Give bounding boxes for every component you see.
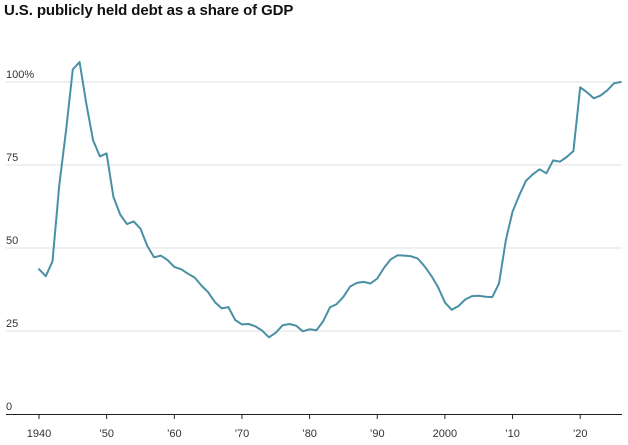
series-line-0: [38, 61, 622, 339]
x-tick-label-1980: ’80: [302, 428, 317, 440]
x-axis-labels: 1940 ’50 ’60 ’70 ’80 ’90 2000 ’10 ’20: [27, 428, 588, 440]
series-layer: [38, 61, 622, 339]
x-tick-label-1940: 1940: [27, 428, 51, 440]
x-tick-label-2020: ’20: [573, 428, 588, 440]
y-axis-labels: 0 25 50 75 100%: [6, 69, 34, 413]
x-tick-label-1990: ’90: [370, 428, 385, 440]
y-tick-label-75: 75: [6, 152, 18, 164]
x-tick-label-2000: 2000: [433, 428, 457, 440]
x-tick-label-1970: ’70: [235, 428, 250, 440]
grid-lines: [6, 81, 622, 332]
y-tick-label-25: 25: [6, 318, 18, 330]
y-tick-label-50: 50: [6, 235, 18, 247]
y-tick-label-100: 100%: [6, 69, 34, 81]
x-tick-label-1950: ’50: [99, 428, 114, 440]
x-tick-label-1960: ’60: [167, 428, 182, 440]
x-axis: [6, 414, 622, 419]
y-tick-label-0: 0: [6, 401, 12, 413]
chart-title: U.S. publicly held debt as a share of GD…: [4, 2, 294, 19]
x-tick-label-2010: ’10: [505, 428, 520, 440]
